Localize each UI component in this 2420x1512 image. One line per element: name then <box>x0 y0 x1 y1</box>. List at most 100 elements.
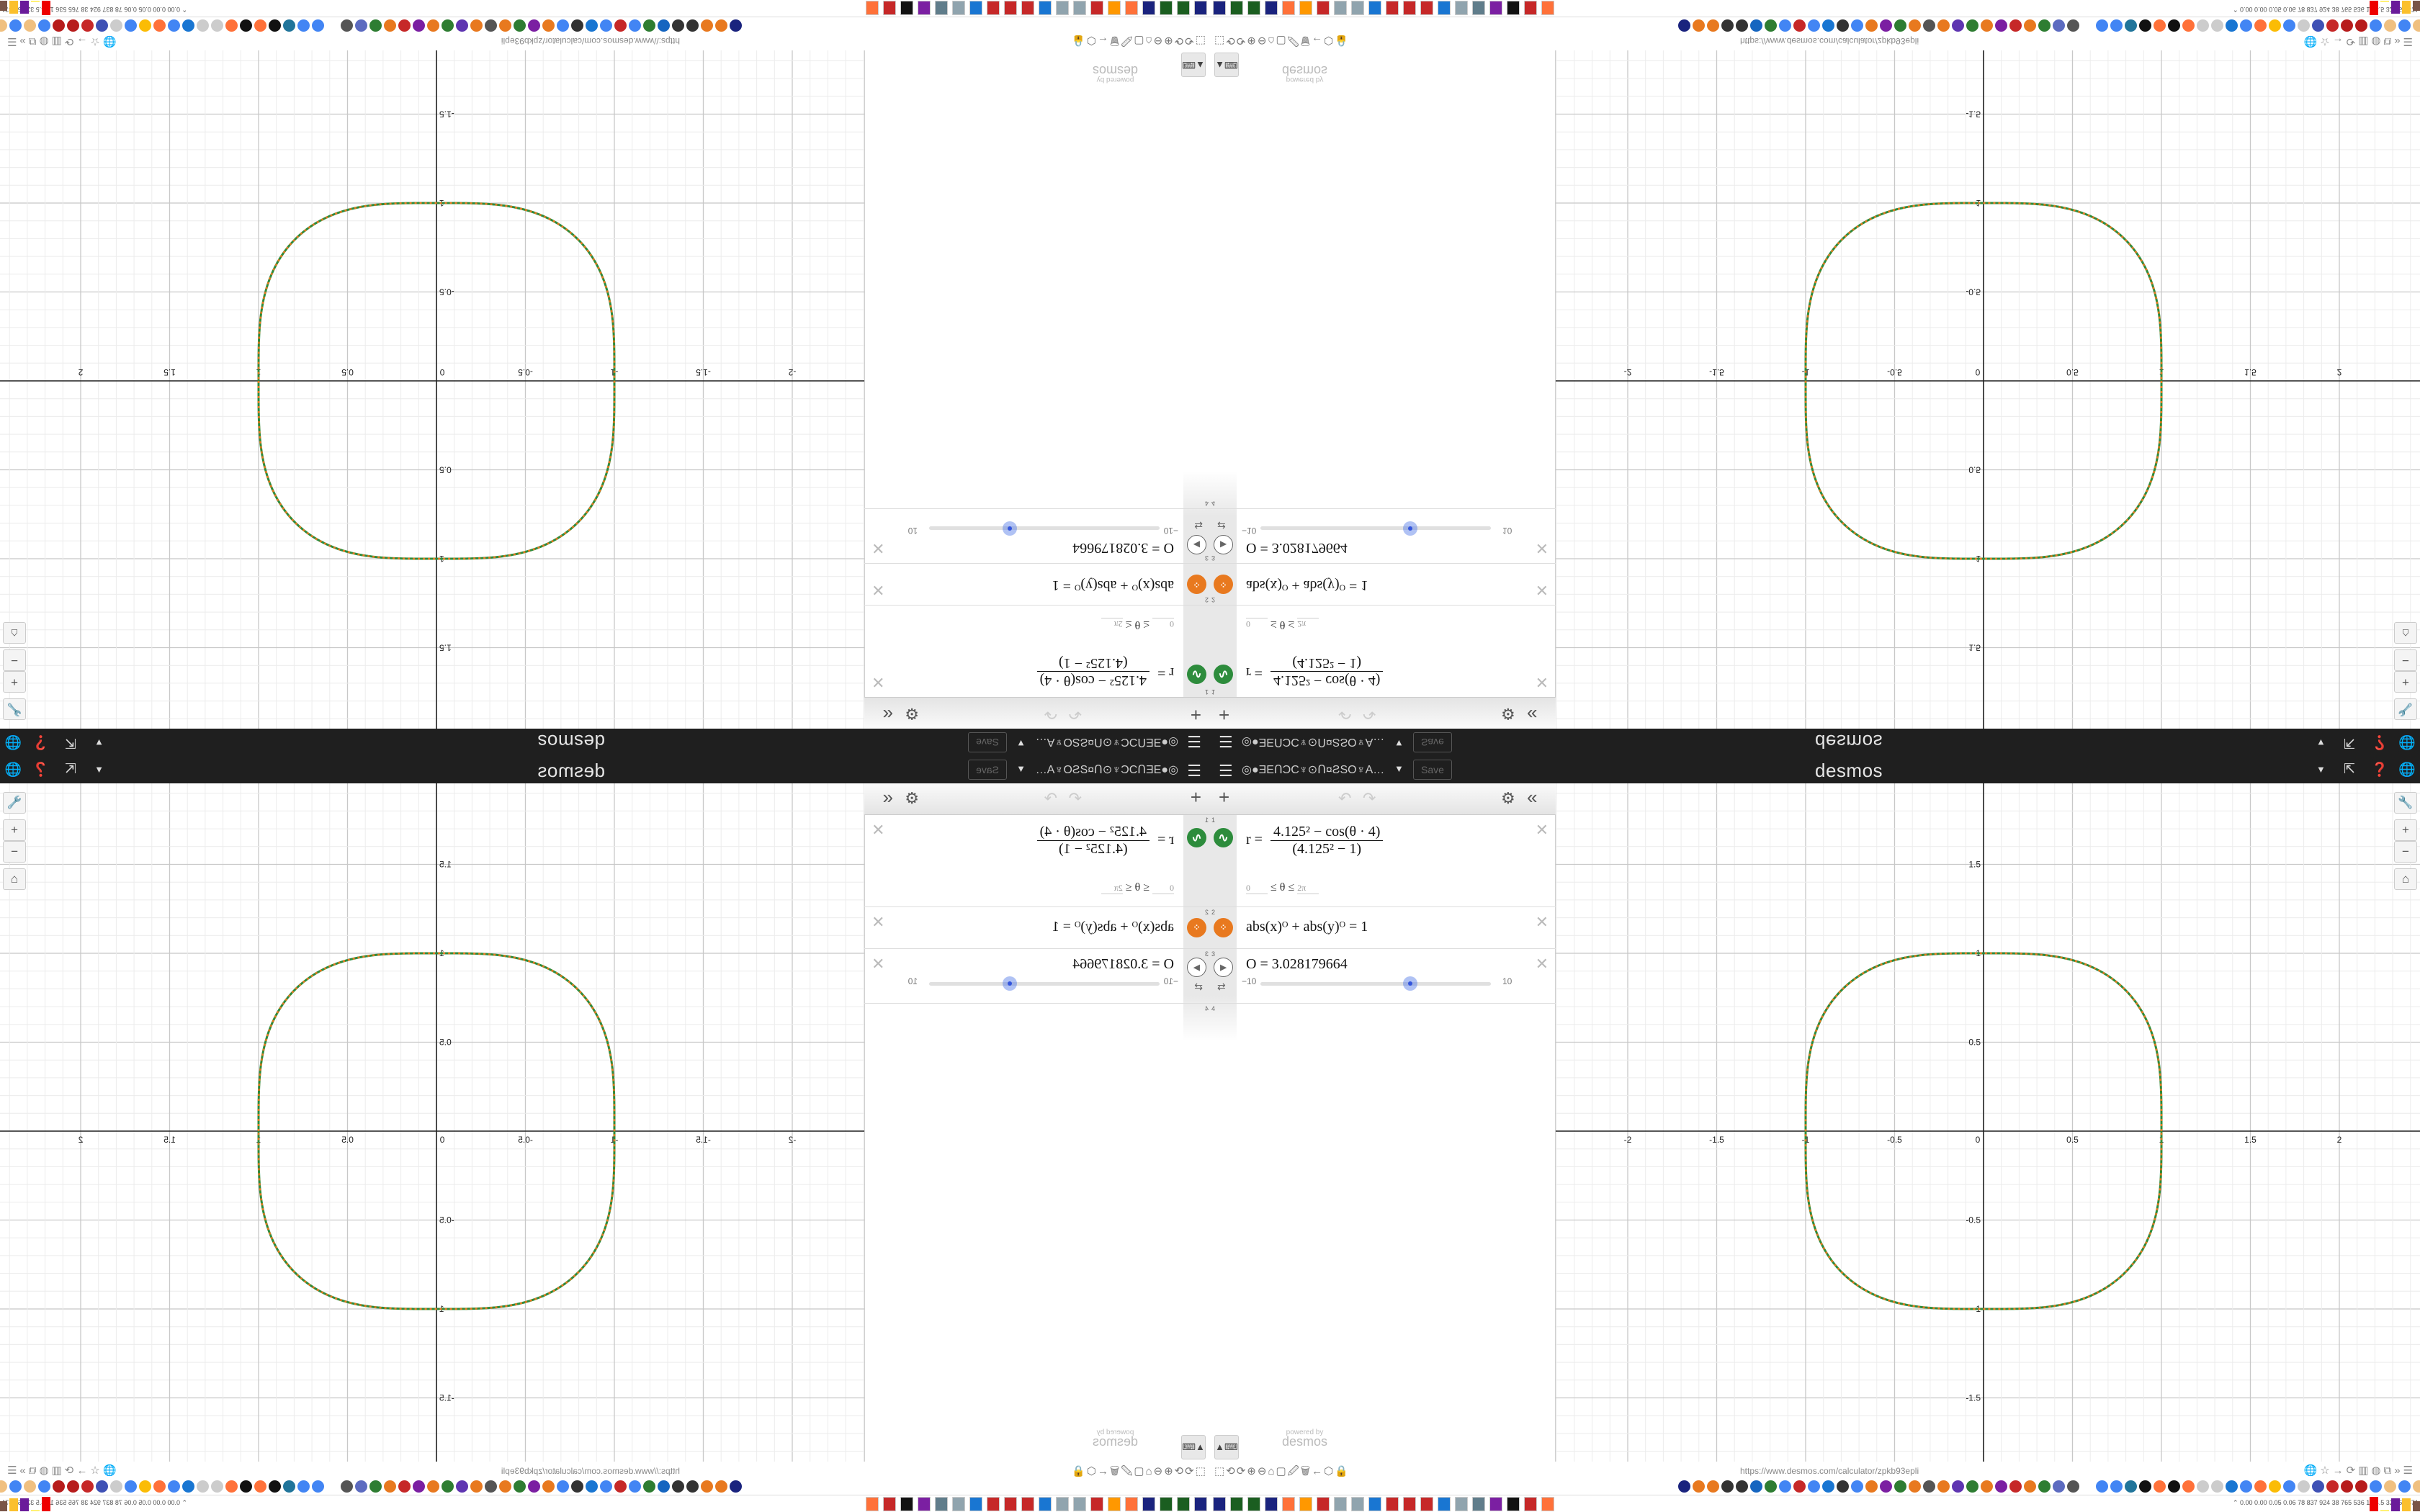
hamburger-icon[interactable]: ☰ <box>1219 762 1233 780</box>
graph-title[interactable]: ◎●ƎEՈƆC♆⊙Ո¤ƧSO♆A… <box>1242 736 1385 748</box>
collapse-list-button[interactable]: « <box>882 704 893 726</box>
taskbar-app-icon[interactable] <box>1524 1497 1537 1511</box>
bookmark-icon[interactable] <box>571 1480 583 1493</box>
bookmark-icon[interactable] <box>1851 1480 1863 1493</box>
bookmark-icon[interactable] <box>2067 19 2079 32</box>
polar-equation[interactable]: r = 4.125² − cos(θ · 4) (4.125² − 1) <box>1246 654 1384 688</box>
bookmark-icon[interactable] <box>211 19 223 32</box>
bookmark-icon[interactable] <box>355 19 367 32</box>
bookmark-icon[interactable] <box>1909 1480 1921 1493</box>
bookmark-icon[interactable] <box>139 1480 151 1493</box>
undo-button[interactable]: ↶ <box>1338 789 1352 807</box>
polar-equation[interactable]: r = 4.125² − cos(θ · 4) (4.125² − 1) <box>1036 654 1174 688</box>
bookmark-icon[interactable] <box>427 19 439 32</box>
delete-expression-icon[interactable]: ✕ <box>1535 539 1549 557</box>
wave-graph-icon[interactable]: ∿ <box>1214 828 1233 847</box>
bookmark-icon[interactable] <box>2053 19 2065 32</box>
bookmark-icon[interactable] <box>297 19 310 32</box>
bookmark-icon[interactable] <box>672 1480 684 1493</box>
bookmark-icon[interactable] <box>283 19 295 32</box>
bookmark-icon[interactable] <box>67 19 79 32</box>
home-icon[interactable]: ⌂ <box>2394 622 2417 644</box>
wrench-icon[interactable]: 🔧 <box>2394 792 2417 814</box>
bookmark-icon[interactable] <box>240 1480 252 1493</box>
bookmark-icon[interactable] <box>1837 1480 1849 1493</box>
bookmark-icon[interactable] <box>182 19 194 32</box>
bookmark-icon[interactable] <box>1894 1480 1906 1493</box>
bookmark-icon[interactable] <box>2283 19 2295 32</box>
bookmark-icon[interactable] <box>225 1480 238 1493</box>
bookmark-icon[interactable] <box>2182 1480 2195 1493</box>
slider-min[interactable]: −10 <box>1242 526 1257 536</box>
bookmark-icon[interactable] <box>1981 1480 1993 1493</box>
browser-left-icons[interactable]: ⬚⟲⟳⊕⊖⌂▢🖉🗑←⬡🔒 <box>1214 35 1350 47</box>
bookmark-icon[interactable] <box>1909 19 1921 32</box>
zoom-in-icon[interactable]: + <box>2394 819 2417 841</box>
bookmark-icon[interactable] <box>384 1480 396 1493</box>
bookmark-icon[interactable] <box>485 19 497 32</box>
bookmark-icon[interactable] <box>225 19 238 32</box>
taskbar-app-icon[interactable] <box>1282 1 1295 15</box>
expression-row-2[interactable]: 2 ⁘ abs(x)ᴼ + abs(y)ᴼ = 1 ✕ <box>864 563 1210 605</box>
taskbar-app-icon[interactable] <box>1090 1497 1103 1511</box>
delete-expression-icon[interactable]: ✕ <box>1535 955 1549 973</box>
bookmark-icon[interactable] <box>341 19 353 32</box>
bookmark-icon[interactable] <box>2226 1480 2238 1493</box>
bookmark-icon[interactable] <box>2211 19 2223 32</box>
bookmark-icon[interactable] <box>2254 19 2267 32</box>
taskbar-app-icon[interactable] <box>1039 1 1052 15</box>
taskbar-app-icon[interactable] <box>1524 1 1537 15</box>
taskbar-app-icon[interactable] <box>1472 1497 1485 1511</box>
bookmark-icon[interactable] <box>0 1480 7 1493</box>
help-icon[interactable]: ❓ <box>32 762 49 778</box>
bookmark-icon[interactable] <box>672 19 684 32</box>
taskbar-app-icon[interactable] <box>1438 1497 1451 1511</box>
bookmark-icon[interactable] <box>730 19 742 32</box>
bookmark-icon[interactable] <box>1793 19 1806 32</box>
taskbar-app-icon[interactable] <box>1073 1497 1086 1511</box>
bookmark-icon[interactable] <box>1880 19 1892 32</box>
bookmark-icon[interactable] <box>2298 1480 2310 1493</box>
slider-max[interactable]: 10 <box>908 976 918 986</box>
share-icon[interactable]: ⇱ <box>65 735 76 750</box>
taskbar-app-icon[interactable] <box>1108 1497 1121 1511</box>
taskbar-app-icon[interactable] <box>1368 1497 1381 1511</box>
bookmark-icon[interactable] <box>125 19 137 32</box>
play-icon[interactable]: ▶ <box>1214 535 1233 554</box>
bookmark-icon[interactable] <box>1721 1480 1734 1493</box>
globe-icon[interactable]: 🌐 <box>2398 734 2416 750</box>
bookmark-icon[interactable] <box>2154 1480 2166 1493</box>
domain-min-input[interactable]: 0 <box>1152 618 1174 629</box>
bookmark-icon[interactable] <box>2398 19 2411 32</box>
taskbar-app-icon[interactable] <box>1368 1 1381 15</box>
collapse-list-button[interactable]: « <box>1527 786 1538 808</box>
polar-equation[interactable]: r = 4.125² − cos(θ · 4) (4.125² − 1) <box>1036 824 1174 858</box>
bookmark-icon[interactable] <box>2226 19 2238 32</box>
bookmark-icon[interactable] <box>701 19 713 32</box>
superellipse-equation[interactable]: abs(x)ᴼ + abs(y)ᴼ = 1 <box>1246 919 1368 935</box>
taskbar-app-icon[interactable] <box>987 1497 1000 1511</box>
bookmark-icon[interactable] <box>2283 1480 2295 1493</box>
bookmark-icon[interactable] <box>643 1480 655 1493</box>
graph-canvas[interactable]: -2.5-2-1.5-1-0.500.511.522.5-1.5-1-0.50.… <box>0 50 864 729</box>
undo-button[interactable]: ↶ <box>1068 789 1082 807</box>
bookmark-icon[interactable] <box>2168 19 2180 32</box>
bookmark-icon[interactable] <box>1981 19 1993 32</box>
bookmark-icon[interactable] <box>355 1480 367 1493</box>
bookmark-icon[interactable] <box>1779 19 1791 32</box>
bookmark-icon[interactable] <box>2125 19 2137 32</box>
taskbar-app-icon[interactable] <box>1194 1 1207 15</box>
taskbar-app-icon[interactable] <box>1403 1497 1416 1511</box>
taskbar-app-icon[interactable] <box>1265 1497 1278 1511</box>
expression-row-4[interactable]: 4 <box>1210 1004 1556 1025</box>
taskbar-app-icon[interactable] <box>1213 1 1226 15</box>
bookmark-icon[interactable] <box>2182 19 2195 32</box>
settings-gear-icon[interactable]: ⚙ <box>1501 705 1515 723</box>
loop-icon[interactable]: ⇄ <box>1194 981 1203 992</box>
wrench-icon[interactable]: 🔧 <box>3 698 26 720</box>
slider-variable-value[interactable]: O = 3.028179664 <box>1246 956 1348 972</box>
bookmark-icon[interactable] <box>1822 1480 1834 1493</box>
bookmark-icon[interactable] <box>686 19 699 32</box>
play-icon[interactable]: ▶ <box>1187 535 1206 554</box>
taskbar-app-icon[interactable] <box>1039 1497 1052 1511</box>
